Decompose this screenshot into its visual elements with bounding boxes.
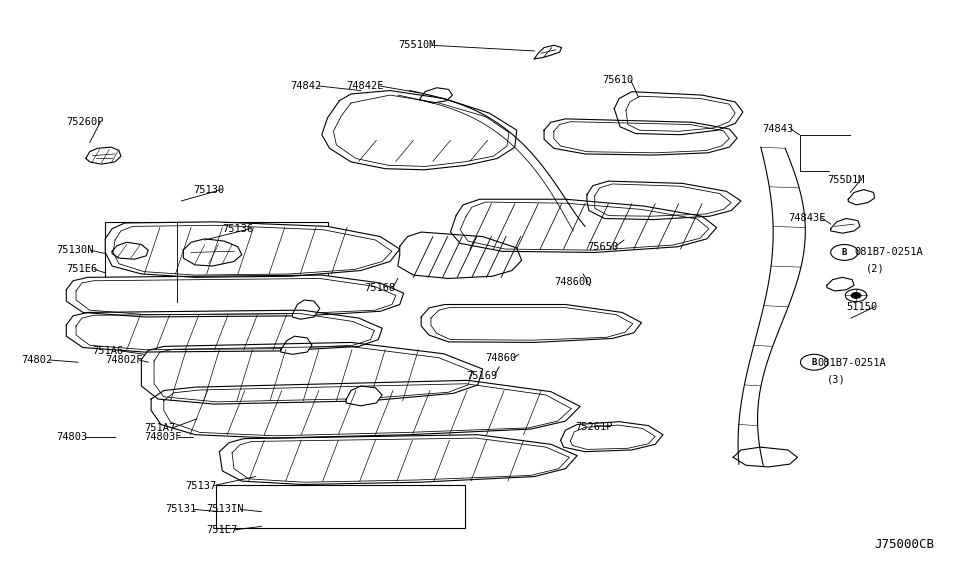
Text: 755D1M: 755D1M [827, 175, 864, 185]
Polygon shape [733, 447, 798, 467]
Polygon shape [544, 119, 737, 155]
Text: 75650: 75650 [587, 242, 618, 252]
Polygon shape [614, 92, 743, 135]
Polygon shape [105, 222, 400, 277]
Text: 751E7: 751E7 [207, 525, 238, 535]
Text: 081B7-0251A: 081B7-0251A [854, 247, 923, 258]
Text: J75000CB: J75000CB [874, 538, 934, 551]
Text: 751E6: 751E6 [66, 264, 98, 275]
Circle shape [851, 293, 861, 298]
Text: 74860Q: 74860Q [554, 277, 591, 287]
Polygon shape [419, 88, 452, 103]
Text: 74842: 74842 [291, 81, 322, 91]
Polygon shape [219, 435, 577, 484]
Text: 75260P: 75260P [66, 117, 103, 127]
Text: 74843: 74843 [762, 124, 794, 134]
Polygon shape [322, 91, 517, 170]
Polygon shape [450, 199, 717, 252]
Text: 751A6: 751A6 [93, 346, 124, 356]
Text: (2): (2) [866, 263, 884, 273]
Polygon shape [112, 242, 148, 259]
Text: 75l31: 75l31 [166, 504, 197, 514]
Polygon shape [86, 147, 121, 164]
Polygon shape [281, 336, 312, 354]
Text: 74803F: 74803F [144, 432, 181, 442]
Text: 7513IN: 7513IN [207, 504, 244, 514]
Text: 751A7: 751A7 [144, 423, 175, 433]
Polygon shape [561, 422, 663, 452]
Polygon shape [183, 239, 242, 266]
Polygon shape [587, 181, 741, 220]
Text: 75130: 75130 [193, 185, 224, 195]
Text: 75168: 75168 [365, 282, 396, 293]
Text: 51150: 51150 [846, 302, 878, 312]
Text: 75130N: 75130N [57, 245, 94, 255]
Polygon shape [292, 300, 320, 319]
Text: 75510M: 75510M [398, 40, 435, 50]
Polygon shape [421, 305, 642, 342]
Text: 75169: 75169 [466, 371, 497, 381]
Text: (3): (3) [827, 374, 845, 384]
Text: 75136: 75136 [222, 224, 254, 234]
Text: 74802F: 74802F [105, 355, 142, 365]
Polygon shape [827, 277, 854, 291]
Polygon shape [151, 380, 580, 438]
Text: 74803: 74803 [57, 432, 88, 442]
Text: 75610: 75610 [603, 75, 634, 85]
Bar [105, 222, 328, 302]
Polygon shape [848, 190, 875, 205]
Text: B: B [811, 358, 817, 367]
Polygon shape [831, 218, 860, 233]
Text: 74802: 74802 [21, 355, 53, 365]
Text: 75137: 75137 [185, 481, 216, 491]
Text: 74860: 74860 [486, 353, 517, 363]
Text: 75261P: 75261P [575, 422, 612, 432]
Polygon shape [66, 310, 382, 352]
Text: 74842E: 74842E [346, 81, 383, 91]
Polygon shape [66, 275, 404, 317]
Text: B: B [841, 248, 847, 257]
Polygon shape [398, 232, 522, 278]
Polygon shape [141, 342, 483, 404]
Text: 74843E: 74843E [788, 213, 825, 223]
Text: 081B7-0251A: 081B7-0251A [817, 358, 886, 368]
Bar [216, 485, 465, 528]
Polygon shape [534, 45, 562, 59]
Polygon shape [346, 386, 382, 406]
